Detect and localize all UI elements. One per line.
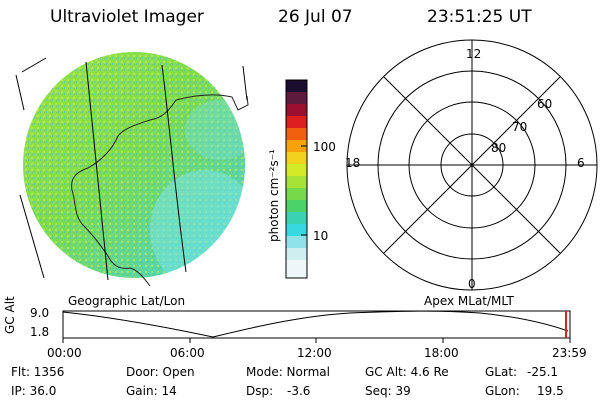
altitude-ytick-min: 1.8 [30,325,50,339]
geo-panel-label: Geographic Lat/Lon [68,294,186,308]
polar-grid [346,39,598,291]
mlat-label-70: 70 [512,120,528,134]
altitude-ytick-max: 9.0 [30,306,50,320]
apex-panel-label: Apex MLat/MLT [424,294,514,308]
colorbar-tick-10: 10 [313,229,329,243]
image-date: 26 Jul 07 [278,7,353,27]
sequence-number: Seq: 39 [365,384,411,398]
door-status: Door: Open [126,365,195,379]
earth-image [23,52,245,278]
altitude-xtick-0000: 00:00 [47,346,82,360]
geo-meridian-1 [15,74,45,279]
color-scale-bar [285,79,308,279]
coastline [71,94,249,287]
dsp-value: -3.6 [287,384,311,398]
altitude-xtick-0600: 06:00 [170,346,205,360]
altitude-curve [62,310,569,338]
mlt-label-18: 18 [345,156,361,170]
mlat-label-60: 60 [537,97,553,111]
geo-meridian-2 [85,61,109,281]
glon-value: 19.5 [537,384,564,398]
altitude-xtick-2359: 23:59 [552,346,587,360]
image-time: 23:51:25 UT [427,7,532,27]
glat-label: GLat: [485,365,518,379]
mode-value: Mode: Normal [246,365,330,379]
ip-value: IP: 36.0 [11,384,57,398]
glat-value: -25.1 [527,365,559,379]
altitude-xtick-1200: 12:00 [297,346,332,360]
flight-number: Flt: 1356 [11,365,65,379]
glon-label: GLon: [485,384,520,398]
altitude-xtick-1800: 18:00 [424,346,459,360]
colorbar-tick-100: 100 [313,140,336,154]
mlt-label-12: 12 [466,47,482,61]
mlt-label-6: 6 [577,156,585,170]
gc-altitude: GC Alt: 4.6 Re [365,365,449,379]
geo-edge-lines [21,57,248,101]
altitude-ylabel: GC Alt [3,296,17,334]
altitude-plot [62,310,571,343]
mlat-label-80: 80 [491,141,507,155]
colorbar-unit-label: photon cm⁻²s⁻¹ [267,149,281,242]
geo-meridian-3 [161,64,187,273]
instrument-title: Ultraviolet Imager [50,7,204,27]
mlt-label-0: 0 [468,277,476,291]
dsp-label: Dsp: [246,384,274,398]
gain-value: Gain: 14 [126,384,177,398]
